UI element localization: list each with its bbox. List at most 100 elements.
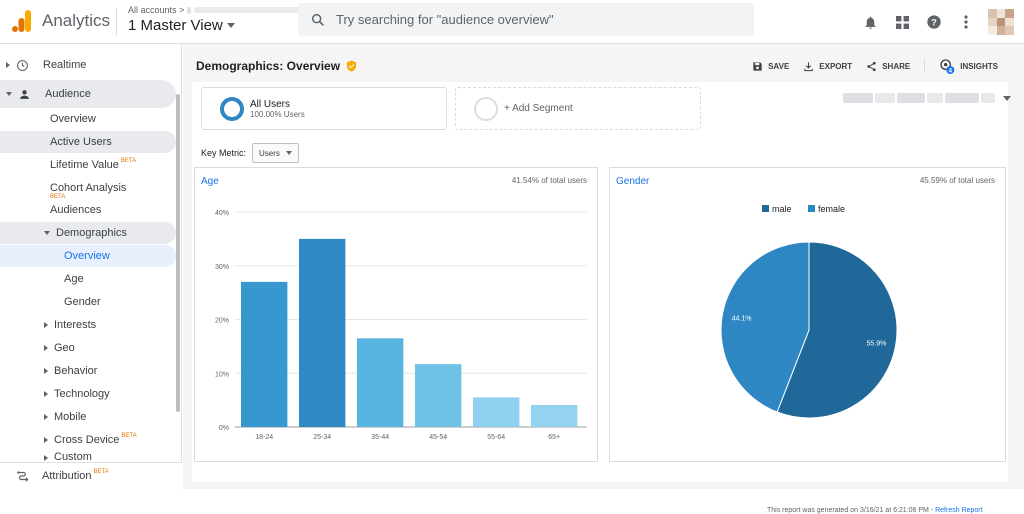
sidebar-item-behavior[interactable]: Behavior	[0, 360, 176, 382]
sidebar-item-label: Audiences	[50, 204, 102, 216]
app-title[interactable]: Analytics	[42, 11, 111, 30]
age-panel-title[interactable]: Age	[201, 176, 219, 187]
insights-button[interactable]: 4 INSIGHTS	[939, 58, 998, 74]
save-label: SAVE	[768, 61, 790, 71]
sidebar-item-audience[interactable]: Audience	[0, 80, 176, 108]
sidebar-item-overview[interactable]: Overview	[0, 108, 176, 130]
insights-icon: 4	[940, 59, 955, 74]
sidebar-item-label: Audience	[45, 88, 91, 100]
sidebar-item-label: Demographics	[56, 227, 127, 239]
sidebar-item-age[interactable]: Age	[0, 268, 176, 290]
account-breadcrumb[interactable]: All accounts >	[128, 5, 305, 15]
sidebar-item-realtime[interactable]: Realtime	[0, 51, 176, 79]
age-panel-percent: 41.54% of total users	[511, 176, 587, 185]
x-tick-label: 55-64	[487, 434, 505, 441]
sidebar: Realtime Audience Overview Active Users …	[0, 44, 182, 489]
segment-percent: 100.00% Users	[250, 109, 305, 119]
sidebar-item-label: Cross Device	[54, 434, 120, 446]
sidebar-scrollbar[interactable]	[176, 94, 180, 412]
insights-count: 4	[949, 68, 953, 74]
chevron-down-icon	[44, 231, 50, 235]
sidebar-item-geo[interactable]: Geo	[0, 337, 176, 359]
footer-text: This report was generated on 3/16/21 at …	[767, 507, 936, 514]
segment-all-users[interactable]: All Users 100.00% Users	[201, 87, 447, 130]
sidebar-item-label: Behavior	[54, 365, 98, 377]
legend-label-male[interactable]: male	[772, 204, 792, 214]
more-vert-icon[interactable]	[950, 6, 982, 38]
account-breadcrumb-label: All accounts >	[128, 5, 185, 15]
search-placeholder: Try searching for "audience overview"	[336, 12, 554, 27]
save-icon	[753, 61, 762, 71]
pie-slice-female[interactable]	[720, 241, 810, 413]
save-button[interactable]: SAVE	[752, 61, 789, 72]
segment-name: All Users	[250, 98, 291, 110]
y-tick-label: 0%	[219, 425, 229, 432]
report-actions: SAVE EXPORT SHARE 4 INSIGHTS	[752, 58, 998, 74]
share-icon	[867, 61, 876, 71]
refresh-report-link[interactable]: Refresh Report	[935, 507, 983, 514]
sidebar-item-lifetime-value[interactable]: Lifetime Value BETA	[0, 154, 176, 176]
sidebar-item-label: Technology	[54, 388, 110, 400]
sidebar-item-label: Age	[64, 273, 84, 285]
chevron-down-icon	[6, 92, 12, 96]
legend-label-female[interactable]: female	[818, 204, 845, 214]
sidebar-item-mobile[interactable]: Mobile	[0, 406, 176, 428]
bell-icon[interactable]	[854, 6, 886, 38]
gender-panel-title[interactable]: Gender	[616, 176, 650, 187]
sidebar-item-cohort-analysis[interactable]: Cohort Analysis BETA	[0, 177, 176, 205]
y-tick-label: 40%	[215, 210, 229, 217]
divider	[924, 59, 926, 73]
analytics-logo-icon[interactable]	[12, 10, 32, 32]
sidebar-item-gender[interactable]: Gender	[0, 291, 176, 313]
legend-swatch-female	[808, 205, 815, 212]
sidebar-item-cross-device[interactable]: Cross Device BETA	[0, 429, 176, 451]
view-selector[interactable]: 1 Master View	[128, 17, 235, 34]
sidebar-item-technology[interactable]: Technology	[0, 383, 176, 405]
chevron-down-icon	[285, 151, 292, 155]
sidebar-item-demographics[interactable]: Demographics	[0, 222, 176, 244]
export-button[interactable]: EXPORT	[803, 61, 852, 72]
x-tick-label: 35-44	[371, 434, 389, 441]
help-icon[interactable]: ?	[918, 6, 950, 38]
main-area: Demographics: Overview SAVE EXPORT SHARE…	[183, 44, 1024, 514]
sidebar-item-label: Overview	[64, 250, 110, 262]
sidebar-item-label: Interests	[54, 319, 97, 331]
sidebar-item-audiences[interactable]: Audiences	[0, 199, 176, 221]
bar-55-64[interactable]	[473, 397, 520, 427]
slice-label-male: 55.9%	[867, 341, 887, 348]
sidebar-item-demographics-overview[interactable]: Overview	[0, 245, 176, 267]
gender-pie-chart: male female 55.9% 44.1%	[720, 204, 898, 419]
bar-65+[interactable]	[531, 404, 578, 427]
bar-35-44[interactable]	[357, 338, 404, 427]
chevron-right-icon	[44, 345, 48, 351]
bar-25-34[interactable]	[299, 238, 346, 427]
person-icon	[20, 89, 29, 99]
search-input[interactable]: Try searching for "audience overview"	[298, 3, 754, 36]
beta-badge: BETA	[120, 158, 137, 164]
sidebar-item-interests[interactable]: Interests	[0, 314, 176, 336]
avatar[interactable]	[988, 9, 1014, 35]
sidebar-item-custom[interactable]: Custom	[0, 451, 176, 465]
pie-slice-male[interactable]	[776, 241, 898, 419]
chevron-right-icon	[44, 414, 48, 420]
report-content: All Users 100.00% Users + Add Segment Ke…	[192, 82, 1011, 514]
verified-shield-icon	[346, 60, 357, 72]
sidebar-item-active-users[interactable]: Active Users	[0, 131, 176, 153]
sidebar-item-label: Active Users	[50, 136, 112, 148]
sidebar-item-label: Cohort Analysis	[50, 182, 127, 194]
add-segment-button[interactable]: + Add Segment	[455, 87, 701, 130]
date-range-selector[interactable]	[843, 93, 1011, 103]
report-footer: This report was generated on 3/16/21 at …	[767, 507, 983, 514]
sidebar-item-attribution[interactable]: Attribution BETA	[0, 462, 182, 489]
apps-icon[interactable]	[886, 6, 918, 38]
sidebar-item-label: Geo	[54, 342, 75, 354]
key-metric-value: Users	[259, 148, 280, 158]
bar-18-24[interactable]	[241, 281, 288, 427]
chevron-right-icon	[44, 368, 48, 374]
page-title-text: Demographics: Overview	[196, 59, 341, 73]
share-button[interactable]: SHARE	[866, 61, 910, 72]
search-icon	[311, 13, 324, 26]
key-metric-select[interactable]: Users	[252, 143, 299, 163]
top-icons: ?	[854, 0, 1024, 44]
bar-45-54[interactable]	[415, 364, 462, 427]
